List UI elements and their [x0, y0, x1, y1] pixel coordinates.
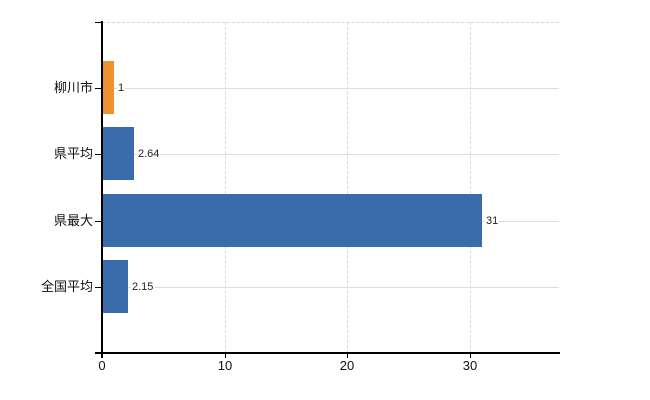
value-label: 31	[485, 214, 500, 228]
category-label-全国平均: 全国平均	[40, 279, 93, 294]
bar-柳川市	[102, 61, 114, 114]
x-axis-tick	[347, 353, 348, 358]
bar-県最大	[102, 194, 482, 247]
horizontal-gridline	[102, 287, 559, 288]
plot-area: 1 2.64 31 2.15	[102, 22, 559, 353]
bar-全国平均	[102, 260, 128, 313]
x-tick-label-20: 20	[339, 358, 355, 373]
x-tick-label-30: 30	[462, 358, 478, 373]
value-label: 1	[117, 81, 126, 95]
y-axis-line	[101, 21, 103, 358]
x-axis-tick	[102, 353, 103, 358]
horizontal-gridline	[102, 88, 559, 89]
vertical-gridline	[347, 22, 348, 353]
y-axis-tick	[95, 154, 102, 155]
category-label-柳川市: 柳川市	[53, 80, 93, 95]
horizontal-gridline	[102, 154, 559, 155]
y-axis-top-tick	[95, 22, 102, 23]
plot-top-border	[102, 22, 559, 23]
category-label-県最大: 県最大	[53, 213, 93, 228]
x-axis-tick	[225, 353, 226, 358]
y-axis-tick	[95, 287, 102, 288]
x-tick-label-10: 10	[217, 358, 233, 373]
category-label-県平均: 県平均	[53, 146, 93, 161]
vertical-gridline	[225, 22, 226, 353]
vertical-gridline	[470, 22, 471, 353]
x-tick-label-0: 0	[98, 358, 106, 373]
value-label: 2.64	[137, 147, 161, 161]
value-label: 2.15	[131, 280, 155, 294]
x-axis-tick	[470, 353, 471, 358]
y-axis-tick	[95, 221, 102, 222]
y-axis-tick	[95, 88, 102, 89]
bar-県平均	[102, 127, 134, 180]
x-axis-line	[95, 352, 560, 354]
